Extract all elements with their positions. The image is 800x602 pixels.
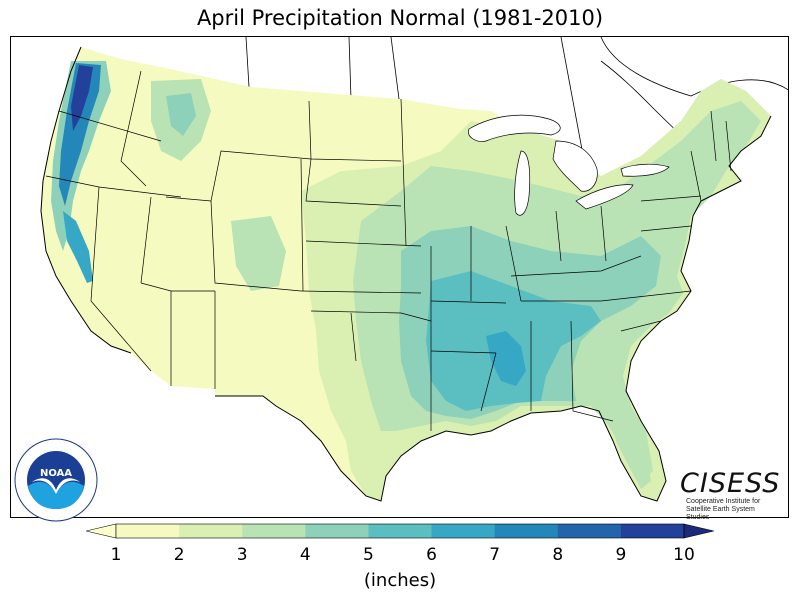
lake-huron xyxy=(552,140,598,192)
colorbar-bin xyxy=(179,524,243,538)
colorbar-tick-label: 8 xyxy=(552,545,564,565)
rockies-wet-spot xyxy=(166,93,196,136)
lake-ontario xyxy=(620,163,670,177)
pnw-wetter-band xyxy=(59,63,101,206)
colorbar-tick-label: 6 xyxy=(426,545,437,565)
colorbar-tick-label: 2 xyxy=(173,545,185,565)
pnw-wet-band xyxy=(51,61,111,251)
precip-fill-layer xyxy=(41,47,771,501)
colorbar-bin xyxy=(116,524,180,538)
colorbar xyxy=(86,523,714,539)
lake-superior xyxy=(468,114,561,142)
cisess-logo-name: CISESS xyxy=(680,468,781,499)
colorbar-under-arrow xyxy=(86,523,117,539)
sierra-band xyxy=(63,211,93,283)
colorbar-over-arrow xyxy=(683,523,714,539)
colorbar-bin xyxy=(431,524,496,538)
colorbar-tick-label: 3 xyxy=(236,545,248,565)
cisess-logo-line1: Cooperative Institute for xyxy=(686,498,761,505)
colorbar-frame xyxy=(115,523,685,539)
us-coastline xyxy=(40,46,772,502)
colorbar-unit-label: (inches) xyxy=(363,570,437,591)
colorbar-tick-label: 1 xyxy=(110,545,122,565)
precipitation-map xyxy=(10,36,789,518)
colorbar-tick-label: 10 xyxy=(673,545,695,565)
florida-band xyxy=(613,421,651,489)
cisess-logo: CISESS Cooperative Institute for Satelli… xyxy=(680,470,780,522)
great-lakes xyxy=(468,114,670,216)
pnw-wettest-band xyxy=(71,65,93,131)
colorado-rockies-band xyxy=(231,216,286,291)
map-title: April Precipitation Normal (1981-2010) xyxy=(196,6,604,30)
us-precipitation-svg xyxy=(40,37,788,502)
band-6-7 xyxy=(486,331,526,386)
noaa-logo-text: NOAA xyxy=(40,468,72,479)
colorbar-bin xyxy=(368,524,433,538)
lake-erie xyxy=(575,184,634,210)
state-borders xyxy=(45,70,732,431)
colorbar-bin xyxy=(494,524,559,538)
colorbar-tick-label: 4 xyxy=(299,545,311,565)
colorbar-bin xyxy=(557,524,622,538)
lake-michigan xyxy=(514,150,531,216)
noaa-logo-graphic: NOAA xyxy=(14,438,98,522)
colorbar-tick-label: 7 xyxy=(489,545,501,565)
colorbar-tick-label: 5 xyxy=(363,545,374,565)
noaa-logo: NOAA xyxy=(14,438,98,522)
colorbar-bin xyxy=(242,524,306,538)
colorbar-bin xyxy=(305,524,369,538)
cisess-logo-line2: Satellite Earth System Studies xyxy=(686,506,755,521)
colorbar-tick-label: 9 xyxy=(615,545,627,565)
colorbar-bin xyxy=(620,524,685,538)
